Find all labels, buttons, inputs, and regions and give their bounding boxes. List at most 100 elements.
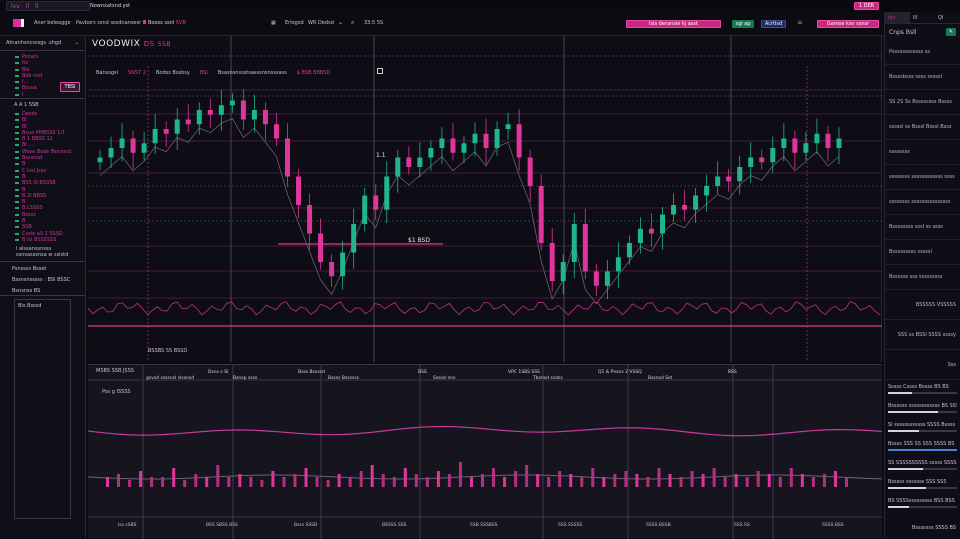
sidebar-badge[interactable]: TBSI [60,82,80,92]
candle[interactable] [207,110,213,115]
candle[interactable] [119,138,125,149]
candle[interactable] [439,138,445,149]
nav-menu[interactable]: Pavbors ssnd sssdnansesr [76,20,142,26]
candle[interactable] [472,133,478,144]
candle[interactable] [329,262,335,277]
primary-action-button[interactable]: Isls deransie kj asst [626,20,721,28]
create-alert-button[interactable]: Garese ksv ssnsr [817,20,879,28]
symbol-select[interactable]: Erlogsd [285,20,304,26]
candle[interactable] [682,205,688,210]
panel-column-label[interactable]: Bsnsp ssss [233,376,258,381]
search-icon[interactable]: ⌕ [351,19,355,26]
watchlist-item[interactable]: B [0,161,85,167]
watchlist-item[interactable]: SSB [0,224,85,230]
candle[interactable] [340,252,346,277]
candle[interactable] [373,195,379,210]
sidebar-item[interactable]: Psnars [0,54,85,60]
right-panel-row[interactable]: Pssssssssssss ss [885,40,960,65]
candle[interactable] [726,176,732,182]
candle[interactable] [693,195,699,210]
candle[interactable] [836,138,842,149]
candle[interactable] [505,124,511,129]
watchlist-item[interactable]: BSS lS BSSSB [0,180,85,186]
candle[interactable] [593,271,599,286]
candle[interactable] [152,129,158,144]
edit-icon[interactable]: ✎ [946,28,956,36]
candle[interactable] [494,129,500,148]
candle[interactable] [97,157,103,163]
watchlist-item[interactable]: B [0,199,85,205]
watchlist-item[interactable]: Bl [0,124,85,130]
candle[interactable] [549,243,555,281]
right-panel-row[interactable]: ssssssss [885,140,960,165]
watchlist-item[interactable]: B lsl BSSSSSS [0,237,85,243]
account-button[interactable]: Acrtlsd [761,20,786,28]
candle[interactable] [273,124,279,139]
candle[interactable] [417,157,423,168]
watchlist-item[interactable]: B [0,218,85,224]
grid-icon[interactable]: ▦ [271,20,276,26]
right-tab[interactable]: lyv [885,12,910,23]
panel-column-label[interactable]: Sssssl sns [433,376,456,381]
candle[interactable] [516,124,522,158]
candle[interactable] [307,205,313,234]
tab-1[interactable]: lvv [11,2,20,10]
right-panel-row[interactable]: ssssssss ssssssssssss ssss [885,165,960,190]
candle[interactable] [792,138,798,153]
sidebar-item[interactable]: Bsvsa [0,85,85,91]
candle[interactable] [174,119,180,134]
candle[interactable] [318,233,324,263]
panel-column-label[interactable]: BSS [418,370,427,375]
market-select[interactable]: WR Dedsd [308,20,334,26]
watchlist-item[interactable]: B LSSSS [0,205,85,211]
right-panel-row[interactable]: SSS ss BSSl SSSS ssssy [885,320,960,350]
watchlist-item[interactable]: B [0,174,85,180]
panel-column-label[interactable]: Bssnsd Sst [648,376,673,381]
candle[interactable] [285,138,290,177]
candle[interactable] [185,119,191,125]
candle[interactable] [527,157,533,187]
candle[interactable] [296,176,302,206]
panel-column-label[interactable]: VPC 1SBS SSS [508,370,540,375]
sidebar-item[interactable]: Bls [0,67,85,73]
candle[interactable] [571,224,577,262]
candle[interactable] [351,224,357,253]
watchlist-item[interactable]: C lssl Jsss [0,168,85,174]
candle[interactable] [108,148,114,158]
candle[interactable] [648,228,654,234]
watchlist-item[interactable]: Wsse Bsde Bsssnsd [0,149,85,155]
right-panel-row[interactable]: sssssl ss Bsssl Bsssl Bsss [885,115,960,140]
candle[interactable] [538,186,544,243]
right-panel-row[interactable]: Sss [885,350,960,380]
panel-column-label[interactable]: BSS [728,370,737,375]
candle[interactable] [704,186,710,196]
candle[interactable] [483,133,489,148]
candle[interactable] [450,138,456,153]
candle[interactable] [395,157,401,177]
candle[interactable] [615,257,621,272]
watchlist-item[interactable]: Cssle aS 1 SSSD [0,231,85,237]
sidebar-item[interactable]: lts [0,60,85,66]
candle[interactable] [770,148,776,163]
footer-item[interactable]: l alssanssnsss [16,246,52,253]
right-panel-row[interactable]: Bssssssss sssl ss ssss [885,215,960,240]
candle[interactable] [218,105,224,115]
candle[interactable] [814,133,820,144]
watchlist-item[interactable]: Desds [0,111,85,117]
candle[interactable] [428,148,434,158]
candle[interactable] [759,157,765,163]
panel-column-label[interactable]: Dsns s Sl [208,370,229,375]
candle[interactable] [604,271,610,286]
candle[interactable] [626,243,632,258]
watchlist-item[interactable]: B 1 BBSS 11 [0,136,85,142]
sidebar-item[interactable]: I... [0,79,85,85]
candle[interactable] [384,176,390,210]
watchlist-item[interactable]: Bsun PNBSSS 1/1 [0,130,85,136]
watchlist-item[interactable]: Bl .... [0,142,85,148]
candle[interactable] [163,129,169,134]
watchlist-item[interactable]: Bl [0,117,85,123]
camera-icon[interactable] [377,68,383,74]
right-panel-row[interactable]: Bsssssssss sssssl [885,240,960,265]
footer-item[interactable]: ssnsasssnsa w sslstd [16,252,69,259]
chevron-down-icon[interactable]: ⌄ [338,19,344,26]
